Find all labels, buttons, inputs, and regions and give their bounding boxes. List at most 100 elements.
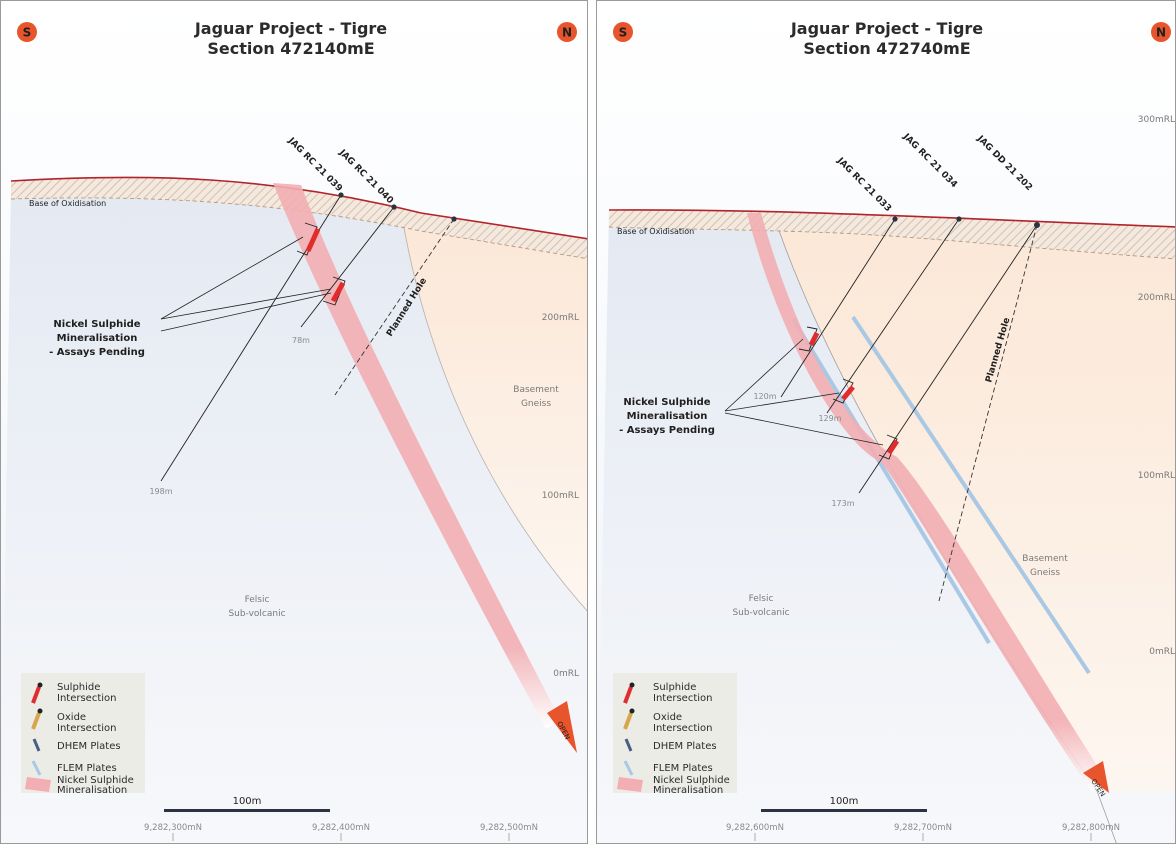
drill-trace-jag-rc-21-033	[780, 218, 896, 398]
open-arrow	[547, 701, 577, 753]
depth-label-120m: 120m	[753, 392, 776, 401]
sulphide-intersection-icon	[623, 686, 633, 704]
legend-sulphide-2: Intersection	[57, 693, 117, 704]
leader-line	[724, 338, 804, 412]
northing-label: 9,282,300mN	[144, 823, 202, 833]
sulphide-intersection-icon	[31, 686, 41, 704]
north-label: N	[562, 26, 572, 40]
collar-jag-rc-21-034	[956, 216, 962, 222]
sulphide-intersection-039	[305, 227, 321, 253]
collar-icon	[37, 708, 43, 714]
mineralisation-callout-3: - Assays Pending	[619, 425, 715, 436]
northing-label: 9,282,500mN	[480, 823, 538, 833]
north-badge	[557, 22, 577, 42]
collar-jag-rc-21-040	[391, 204, 397, 210]
rl-label-100: 100mRL	[1138, 471, 1175, 481]
mineralisation-callout-2: Mineralisation	[57, 333, 138, 344]
collar-jag-dd-21-202	[1034, 222, 1040, 228]
leader-line	[724, 412, 884, 446]
legend-oxide-1: Oxide	[653, 712, 682, 723]
flem-plate	[791, 317, 991, 645]
legend-flem: FLEM Plates	[653, 763, 713, 774]
legend-sulphide-2: Intersection	[653, 693, 713, 704]
depth-label-198m: 198m	[149, 487, 172, 496]
legend-mineral-2: Mineralisation	[653, 785, 723, 796]
flem-plate	[851, 315, 1091, 675]
sulphide-intersection-033	[808, 331, 820, 347]
legend-oxide-1: Oxide	[57, 712, 86, 723]
rl-label-200: 200mRL	[542, 313, 579, 323]
legend-mineral-1: Nickel Sulphide	[57, 775, 134, 786]
planned-hole-trace	[334, 218, 455, 396]
legend-sulphide-1: Sulphide	[57, 682, 100, 693]
drill-trace-jag-rc-21-034	[826, 218, 960, 414]
section-diagram-left: OPEN Jaguar Project - Tigre Section 4721…	[1, 1, 587, 843]
nickel-sulphide-mineralisation	[273, 183, 561, 729]
scale-label: 100m	[830, 796, 859, 807]
oxide-intersection-icon	[623, 712, 633, 730]
dhem-plate-icon	[32, 738, 41, 752]
basement-label-2: Gneiss	[1030, 568, 1060, 578]
sulphide-intersection-040	[330, 281, 346, 303]
legend-dhem: DHEM Plates	[57, 741, 121, 752]
collar-jag-rc-21-039	[338, 192, 344, 198]
sulphide-intersection-034	[841, 385, 855, 401]
sulphide-intersection-202	[886, 439, 900, 455]
mineralisation-callout-2: Mineralisation	[627, 411, 708, 422]
northing-label: 9,282,400mN	[312, 823, 370, 833]
legend-oxide-2: Intersection	[57, 723, 117, 734]
oxide-intersection-icon	[31, 712, 41, 730]
collar-icon	[629, 682, 635, 688]
flem-plate-icon	[623, 760, 634, 776]
gneiss-contact	[400, 210, 587, 612]
base-of-oxidisation-line	[10, 197, 587, 260]
collar-icon	[629, 708, 635, 714]
nickel-sulphide-mineralisation	[747, 213, 1107, 791]
scale-label: 100m	[233, 796, 262, 807]
leader-line	[160, 288, 332, 320]
flem-plate-icon	[31, 760, 42, 776]
mineralisation-swatch-icon	[25, 777, 51, 792]
planned-hole-trace	[938, 224, 1038, 602]
south-badge	[613, 22, 633, 42]
northing-label: 9,282,800mN	[1062, 823, 1120, 833]
base-of-oxidisation-label: Base of Oxidisation	[29, 199, 106, 208]
depth-label-129m: 129m	[818, 414, 841, 423]
legend-background	[21, 673, 145, 793]
legend: Sulphide Intersection Oxide Intersection…	[21, 673, 145, 796]
drill-trace-jag-rc-21-040	[300, 206, 395, 328]
leader-line	[160, 236, 304, 320]
south-label: S	[23, 26, 32, 40]
oxidisation-zone	[11, 177, 587, 259]
basement-label-1: Basement	[513, 385, 559, 395]
rl-label-300: 300mRL	[1138, 115, 1175, 125]
legend-mineral-1: Nickel Sulphide	[653, 775, 730, 786]
northing-label: 9,282,600mN	[726, 823, 784, 833]
basement-gneiss-unit	[401, 211, 587, 611]
rl-label-100: 100mRL	[542, 491, 579, 501]
rl-label-0: 0mRL	[1149, 647, 1175, 657]
collar-icon	[37, 682, 43, 688]
rl-label-0: 0mRL	[553, 669, 579, 679]
section-title: Jaguar Project - Tigre	[194, 19, 387, 38]
surface-line	[608, 209, 1175, 228]
mineralisation-callout-3: - Assays Pending	[49, 347, 145, 358]
collar-jag-rc-21-033	[892, 216, 898, 222]
depth-label-173m: 173m	[831, 499, 854, 508]
dhem-plate-icon	[624, 738, 633, 752]
legend-dhem: DHEM Plates	[653, 741, 717, 752]
legend-mineral-2: Mineralisation	[57, 785, 127, 796]
south-label: S	[619, 26, 628, 40]
north-badge	[1151, 22, 1171, 42]
felsic-label-2: Sub-volcanic	[228, 609, 285, 619]
legend-oxide-2: Intersection	[653, 723, 713, 734]
surface-line	[10, 176, 587, 240]
drill-trace-jag-dd-21-202	[858, 224, 1038, 494]
basement-label-2: Gneiss	[521, 399, 551, 409]
north-label: N	[1156, 26, 1166, 40]
section-diagram-right: OPEN Jaguar Project - Tigre Section 4727…	[597, 1, 1175, 843]
south-badge	[17, 22, 37, 42]
felsic-label-1: Felsic	[749, 594, 774, 604]
section-subtitle: Section 472140mE	[207, 39, 374, 58]
legend-background	[613, 673, 737, 793]
